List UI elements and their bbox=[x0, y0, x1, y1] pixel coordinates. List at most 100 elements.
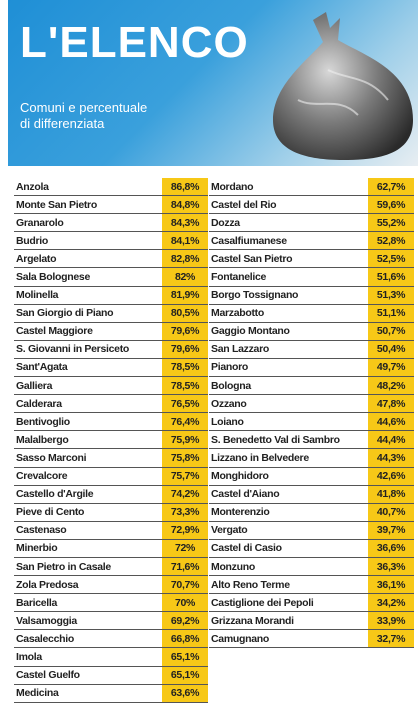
municipality-name: Crevalcore bbox=[14, 470, 162, 482]
municipality-name: San Lazzaro bbox=[209, 343, 368, 355]
percentage: 65,1% bbox=[162, 667, 208, 684]
municipality-name: Calderara bbox=[14, 398, 162, 410]
municipality-name: Bentivoglio bbox=[14, 416, 162, 428]
percentage: 41,8% bbox=[368, 486, 414, 503]
municipality-name: Dozza bbox=[209, 217, 368, 229]
municipality-name: Anzola bbox=[14, 181, 162, 193]
percentage: 36,6% bbox=[368, 540, 414, 557]
percentage: 70% bbox=[162, 594, 208, 611]
percentage: 33,9% bbox=[368, 612, 414, 629]
municipality-name: Castel Guelfo bbox=[14, 669, 162, 681]
percentage: 44,6% bbox=[368, 413, 414, 430]
percentage: 40,7% bbox=[368, 504, 414, 521]
percentage: 72% bbox=[162, 540, 208, 557]
percentage: 76,5% bbox=[162, 395, 208, 412]
municipality-name: Mordano bbox=[209, 181, 368, 193]
percentage: 79,6% bbox=[162, 341, 208, 358]
garbage-bag-illustration bbox=[268, 0, 418, 166]
municipality-name: Vergato bbox=[209, 524, 368, 536]
percentage: 78,5% bbox=[162, 359, 208, 376]
percentage: 51,1% bbox=[368, 305, 414, 322]
municipality-name: Baricella bbox=[14, 597, 162, 609]
municipality-name: S. Benedetto Val di Sambro bbox=[209, 434, 368, 446]
subtitle-line: di differenziata bbox=[20, 116, 147, 132]
percentage: 63,6% bbox=[162, 685, 208, 702]
municipality-name: Zola Predosa bbox=[14, 579, 162, 591]
percentage: 49,7% bbox=[368, 359, 414, 376]
percentage: 52,8% bbox=[368, 232, 414, 249]
percentage: 84,8% bbox=[162, 196, 208, 213]
municipality-name: Castel di Casio bbox=[209, 542, 368, 554]
page: {"header": {"title": "L'ELENCO", "subtit… bbox=[0, 0, 418, 707]
municipality-name: Castel San Pietro bbox=[209, 253, 368, 265]
municipality-name: Sant'Agata bbox=[14, 361, 162, 373]
percentage: 75,7% bbox=[162, 468, 208, 485]
municipality-name: Fontanelice bbox=[209, 271, 368, 283]
percentage: 34,2% bbox=[368, 594, 414, 611]
percentage: 36,1% bbox=[368, 576, 414, 593]
municipality-name: Bologna bbox=[209, 380, 368, 392]
percentage: 84,1% bbox=[162, 232, 208, 249]
percentage: 69,2% bbox=[162, 612, 208, 629]
municipality-name: Camugnano bbox=[209, 633, 368, 645]
percentage: 62,7% bbox=[368, 178, 414, 195]
percentage: 84,3% bbox=[162, 214, 208, 231]
municipality-name: Monzuno bbox=[209, 561, 368, 573]
municipality-name: Monterenzio bbox=[209, 506, 368, 518]
percentage: 72,9% bbox=[162, 522, 208, 539]
subtitle: Comuni e percentuale di differenziata bbox=[20, 100, 147, 132]
municipality-name: Loiano bbox=[209, 416, 368, 428]
percentage: 86,8% bbox=[162, 178, 208, 195]
municipality-name: Imola bbox=[14, 651, 162, 663]
percentage: 73,3% bbox=[162, 504, 208, 521]
percentage: 48,2% bbox=[368, 377, 414, 394]
percentage: 51,3% bbox=[368, 287, 414, 304]
percentage: 75,9% bbox=[162, 431, 208, 448]
municipality-name: Gaggio Montano bbox=[209, 325, 368, 337]
percentage: 59,6% bbox=[368, 196, 414, 213]
percentage: 78,5% bbox=[162, 377, 208, 394]
percentage: 39,7% bbox=[368, 522, 414, 539]
municipality-name: Pieve di Cento bbox=[14, 506, 162, 518]
municipality-name: Pianoro bbox=[209, 361, 368, 373]
municipality-name: Valsamoggia bbox=[14, 615, 162, 627]
municipality-name: Castenaso bbox=[14, 524, 162, 536]
percentage: 47,8% bbox=[368, 395, 414, 412]
municipality-name: Galliera bbox=[14, 380, 162, 392]
municipality-name: Castello d'Argile bbox=[14, 488, 162, 500]
percentage: 75,8% bbox=[162, 449, 208, 466]
